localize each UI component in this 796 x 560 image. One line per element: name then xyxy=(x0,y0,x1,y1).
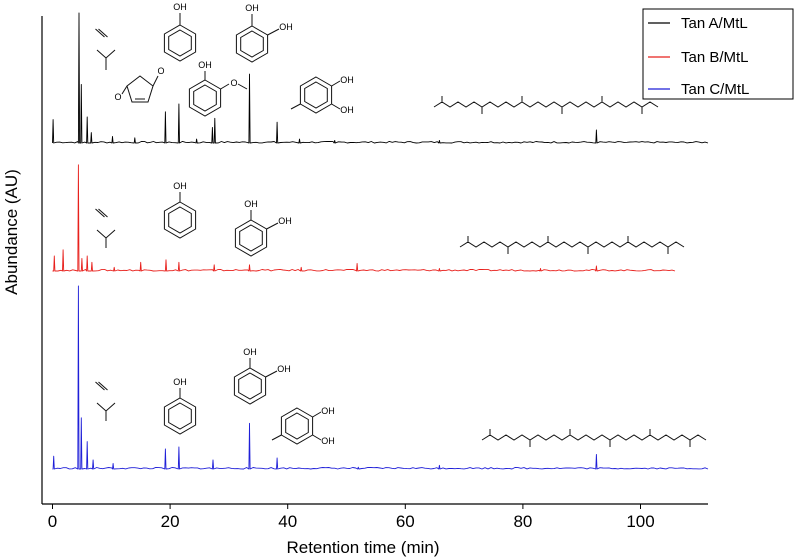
methylcatechol-structure-a: OH OH xyxy=(290,75,354,115)
x-axis-ticks: 0 20 40 60 80 100 xyxy=(48,504,655,531)
legend-label-tan-b: Tan B/MtL xyxy=(681,49,749,66)
series-line xyxy=(52,12,709,144)
squalene-structure-a xyxy=(433,96,659,114)
x-axis-title: Retention time (min) xyxy=(286,538,439,557)
squalene-structure-b xyxy=(459,236,685,254)
maleic-anhydride-structure-a: O O xyxy=(114,66,165,103)
squalene-structure-c xyxy=(481,429,707,447)
legend-label-tan-c: Tan C/MtL xyxy=(681,81,749,98)
svg-text:OH: OH xyxy=(173,181,187,191)
svg-text:OH: OH xyxy=(244,199,258,209)
x-tick-label: 20 xyxy=(161,512,180,531)
x-tick-label: 40 xyxy=(278,512,297,531)
x-tick-label: 100 xyxy=(626,512,654,531)
svg-text:OH: OH xyxy=(173,2,187,12)
phenol-structure-c: OH xyxy=(163,377,197,435)
svg-text:OH: OH xyxy=(278,216,292,226)
svg-text:OH: OH xyxy=(340,75,354,85)
x-tick-label: 60 xyxy=(396,512,415,531)
series-traces xyxy=(52,12,709,470)
svg-text:O: O xyxy=(157,66,164,76)
svg-text:OH: OH xyxy=(321,406,335,416)
svg-text:OH: OH xyxy=(245,3,259,13)
phenol-structure-a: OH xyxy=(163,2,197,62)
legend-label-tan-a: Tan A/MtL xyxy=(681,15,748,32)
y-axis-title: Abundance (AU) xyxy=(2,169,21,295)
svg-text:O: O xyxy=(230,78,237,88)
svg-text:OH: OH xyxy=(340,105,354,115)
acetone-structure-c xyxy=(95,381,116,421)
svg-text:OH: OH xyxy=(279,22,293,32)
series-line xyxy=(52,164,676,272)
svg-text:OH: OH xyxy=(198,60,212,70)
x-tick-label: 80 xyxy=(513,512,532,531)
catechol-structure-c: OH OH xyxy=(233,347,291,405)
svg-text:OH: OH xyxy=(277,364,291,374)
svg-text:OH: OH xyxy=(173,377,187,387)
catechol-structure-b: OH OH xyxy=(234,199,292,257)
legend-box xyxy=(642,8,794,100)
svg-text:O: O xyxy=(114,92,121,102)
svg-text:OH: OH xyxy=(243,347,257,357)
svg-text:OH: OH xyxy=(321,436,335,446)
guaiacol-structure-a: OH O xyxy=(188,60,248,117)
methylcatechol-structure-c: OH OH xyxy=(271,406,335,446)
series-line xyxy=(52,285,709,470)
phenol-structure-b: OH xyxy=(163,181,197,239)
legend: Tan A/MtL Tan B/MtL Tan C/MtL xyxy=(642,8,794,100)
x-tick-label: 0 xyxy=(48,512,57,531)
acetone-structure-a xyxy=(95,28,116,70)
acetone-structure-b xyxy=(95,208,116,248)
catechol-structure-a: OH OH xyxy=(235,3,293,63)
